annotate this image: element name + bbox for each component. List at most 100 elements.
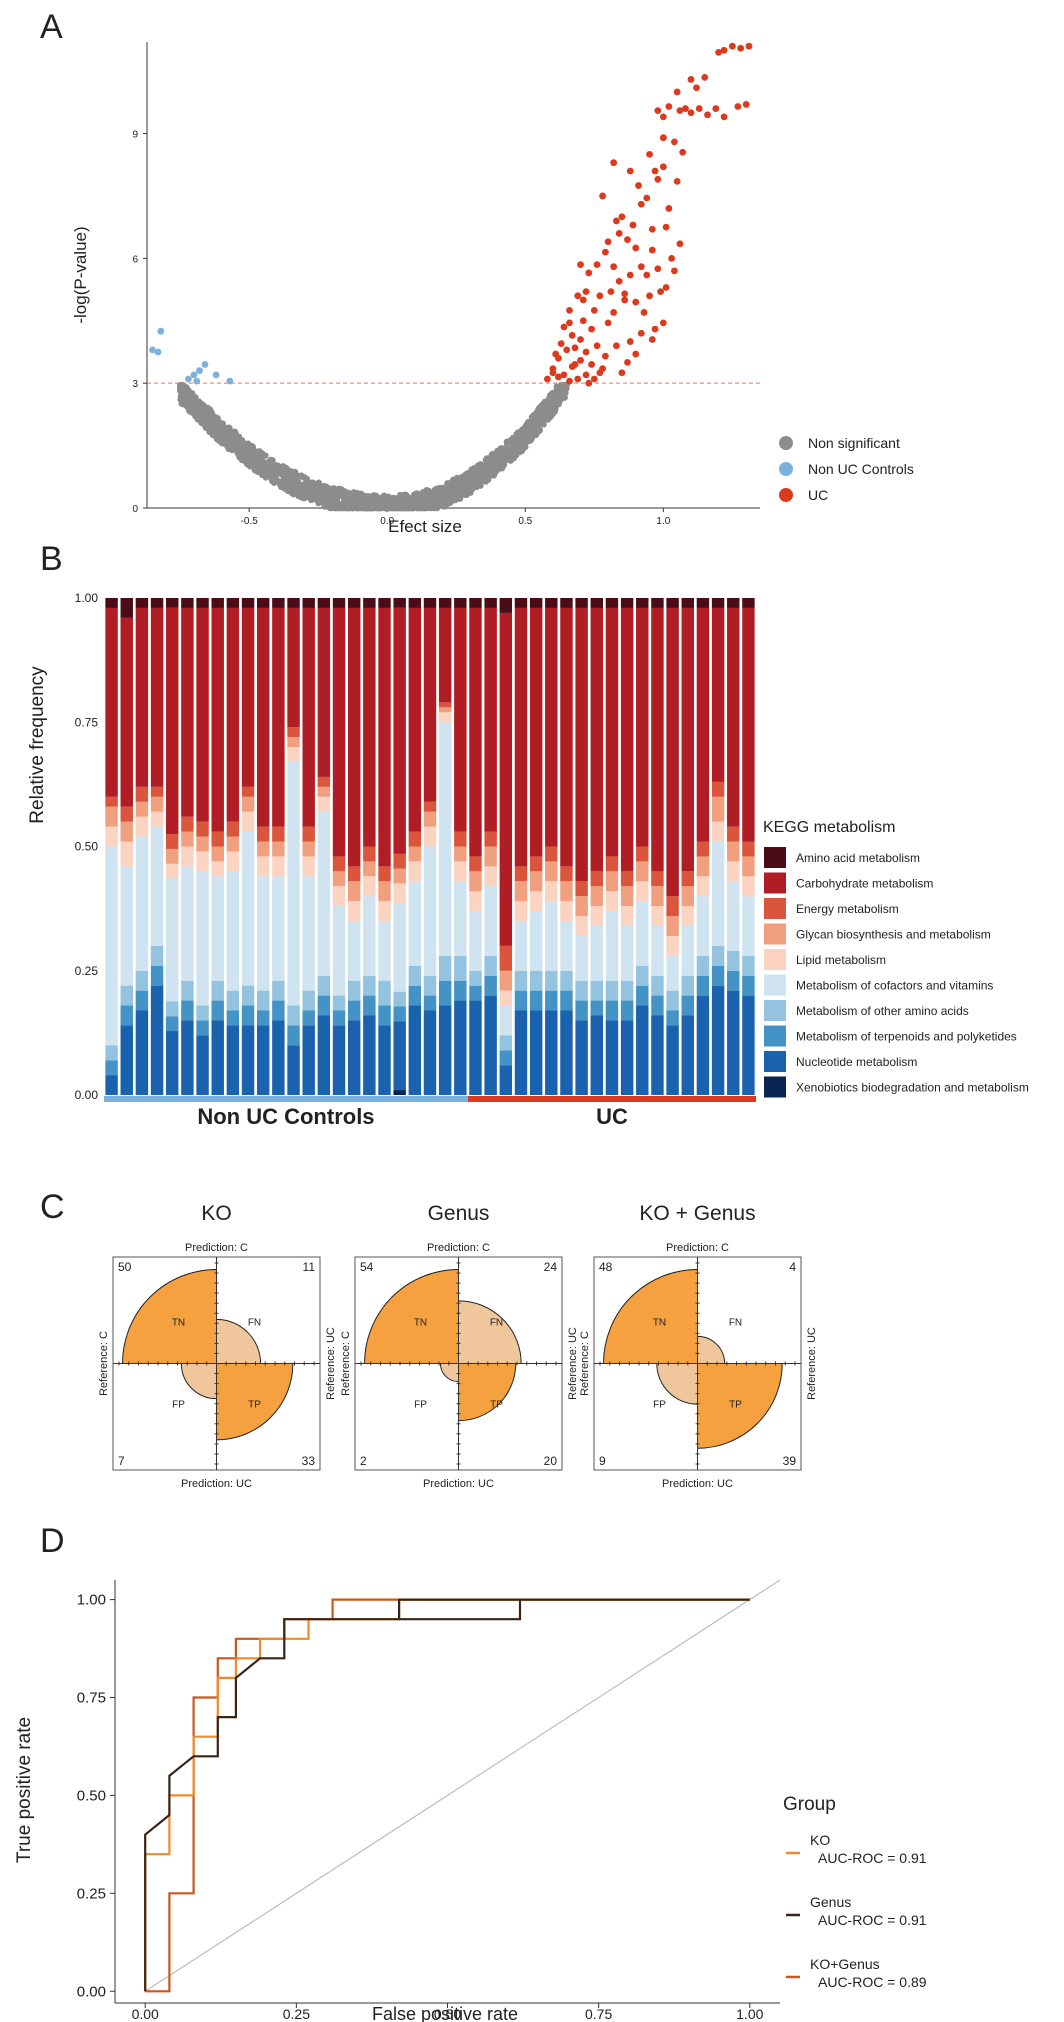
bar-segment <box>560 866 573 882</box>
cm-top-label: Prediction: C <box>666 1242 729 1254</box>
bar-segment <box>545 970 558 991</box>
bar-segment <box>666 1025 679 1095</box>
roc-reference-diagonal <box>144 1579 781 1992</box>
nonsignificant-point <box>496 447 504 454</box>
bar-segment <box>166 1031 179 1095</box>
bar-segment <box>287 1005 300 1026</box>
nonsignificant-point <box>250 457 257 464</box>
bar-segment <box>287 727 300 738</box>
bar-segment <box>272 1000 285 1021</box>
bar-segment <box>287 607 300 728</box>
bar-segment <box>469 607 482 857</box>
uc-point <box>687 76 695 83</box>
nonsignificant-point <box>450 482 457 490</box>
legend-label: Carbohydrate metabolism <box>796 877 933 891</box>
uc-point <box>704 111 711 119</box>
uc-point <box>624 236 631 244</box>
bar-segment <box>226 836 240 852</box>
bar-segment <box>651 906 664 927</box>
bar-segment <box>560 990 573 1011</box>
uc-point <box>632 298 640 306</box>
group-label-uc: UC <box>596 1104 628 1129</box>
nonsignificant-point <box>404 504 411 512</box>
roc-legend-title: Group <box>783 1794 836 1815</box>
nonsignificant-point <box>332 486 339 494</box>
bar-segment <box>545 881 558 902</box>
bar-segment <box>135 1010 149 1095</box>
bar-segment <box>727 950 740 971</box>
bar-segment <box>135 801 149 817</box>
uc-point <box>577 336 584 343</box>
uc-point <box>601 352 609 360</box>
legend-swatch <box>764 1076 786 1098</box>
uc-point <box>574 375 582 383</box>
bar-segment <box>620 1020 634 1095</box>
nonsignificant-point <box>257 469 265 477</box>
bar-segment <box>575 896 588 917</box>
cm-left-label: Reference: C <box>98 1331 110 1396</box>
bar-segment <box>514 598 528 608</box>
bar-segment <box>727 861 740 882</box>
bar-segment <box>181 1020 194 1095</box>
bar-segment <box>105 1060 118 1076</box>
bar-segment <box>469 856 482 872</box>
nonsignificant-point <box>488 451 496 458</box>
bar-segment <box>454 1000 467 1095</box>
bar-segment <box>378 1025 391 1095</box>
bar-segment <box>605 607 619 857</box>
nonsignificant-point <box>489 465 496 473</box>
uc-point <box>590 306 598 314</box>
uc-point <box>712 105 720 112</box>
cm-fn-count: 11 <box>303 1260 316 1274</box>
bar-segment <box>666 955 679 991</box>
bar-segment <box>166 607 179 835</box>
uc-point <box>637 200 645 208</box>
legend-swatch <box>764 872 786 894</box>
bar-segment <box>226 851 240 872</box>
bar-segment <box>711 781 725 797</box>
bar-segment <box>545 901 558 971</box>
nonsignificant-point <box>182 386 189 393</box>
bar-segment <box>666 896 679 917</box>
bar-segment <box>651 926 664 976</box>
bar-segment <box>272 607 285 827</box>
nonsignificant-point <box>318 489 325 497</box>
nonsignificant-point <box>327 498 335 505</box>
bar-y-tick-label: 1.00 <box>75 591 99 605</box>
uc-point <box>543 375 551 383</box>
panel-letter-a: A <box>40 8 63 46</box>
volcano-plot: -0.5 0.0 0.5 1.0 0 3 6 9 Efect size -log(P-valu… <box>71 42 914 536</box>
bar-segment <box>727 841 740 862</box>
nonsignificant-point <box>416 493 424 500</box>
bar-segment <box>408 598 422 608</box>
uc-point <box>654 175 662 183</box>
legend-swatch <box>764 1025 786 1047</box>
roc-x-tick-label: 0.50 <box>434 2006 461 2022</box>
uc-point <box>588 325 595 333</box>
uc-point <box>582 371 590 379</box>
bar-segment <box>651 975 664 996</box>
bar-segment <box>696 856 710 877</box>
bar-segment <box>120 1005 133 1026</box>
bar-segment <box>302 598 315 608</box>
nonsignificant-point <box>353 490 360 498</box>
uc-point <box>557 340 565 348</box>
bar-segment <box>575 980 588 1001</box>
bar-segment <box>651 871 664 887</box>
uc-point <box>637 263 645 271</box>
bar-segment <box>423 598 437 608</box>
uc-point <box>676 107 684 115</box>
uc-point <box>604 238 612 246</box>
bar-segment <box>469 970 482 986</box>
uc-point <box>646 150 653 158</box>
legend-label: Lipid metabolism <box>796 953 886 967</box>
group-bar-uc <box>467 1096 756 1102</box>
bar-segment <box>423 826 437 847</box>
nonsignificant-point <box>437 500 445 508</box>
bar-segment <box>105 796 118 807</box>
uc-point <box>588 361 595 368</box>
bar-segment <box>347 607 361 867</box>
uc-point <box>637 329 645 337</box>
uc-point <box>671 267 678 275</box>
bar-segment <box>575 916 588 936</box>
